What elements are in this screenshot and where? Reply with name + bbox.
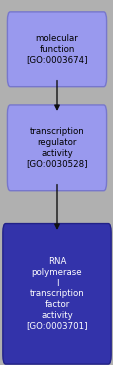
Text: molecular
function
[GO:0003674]: molecular function [GO:0003674] [26, 34, 87, 65]
Text: RNA
polymerase
I
transcription
factor
activity
[GO:0003701]: RNA polymerase I transcription factor ac… [26, 257, 87, 331]
FancyBboxPatch shape [3, 223, 110, 364]
FancyBboxPatch shape [7, 105, 106, 191]
Text: transcription
regulator
activity
[GO:0030528]: transcription regulator activity [GO:003… [26, 127, 87, 169]
FancyBboxPatch shape [7, 12, 106, 87]
